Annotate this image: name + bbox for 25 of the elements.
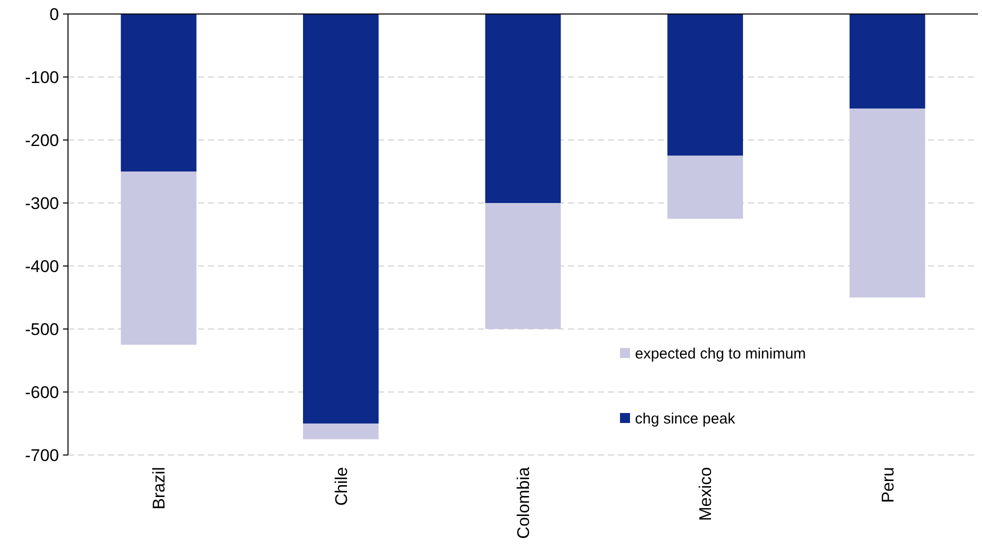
y-tick-label: 0 [50,4,59,24]
x-tick-label: Peru [878,467,898,503]
y-tick-label: -400 [24,256,59,276]
y-tick-label: -200 [24,130,59,150]
legend-label: chg since peak [635,410,736,428]
x-tick-label: Brazil [150,467,169,510]
bar [850,14,926,108]
legend-label: expected chg to minimum [635,345,806,362]
y-tick-label: -100 [24,68,59,87]
bar [850,108,926,298]
bar [485,203,561,329]
x-tick-label: Chile [332,467,351,506]
bar [667,14,743,156]
y-tick-label: -700 [24,446,59,465]
bar [485,14,561,203]
y-tick-label: -600 [24,382,59,402]
x-tick-label: Colombia [514,466,533,539]
y-tick-label: -500 [24,320,59,339]
bar [667,156,743,219]
y-tick-label: -300 [24,194,59,213]
bar [120,172,196,345]
bar [303,424,379,440]
bar [303,14,379,424]
bar [120,14,196,172]
x-tick-label: Mexico [696,467,716,521]
